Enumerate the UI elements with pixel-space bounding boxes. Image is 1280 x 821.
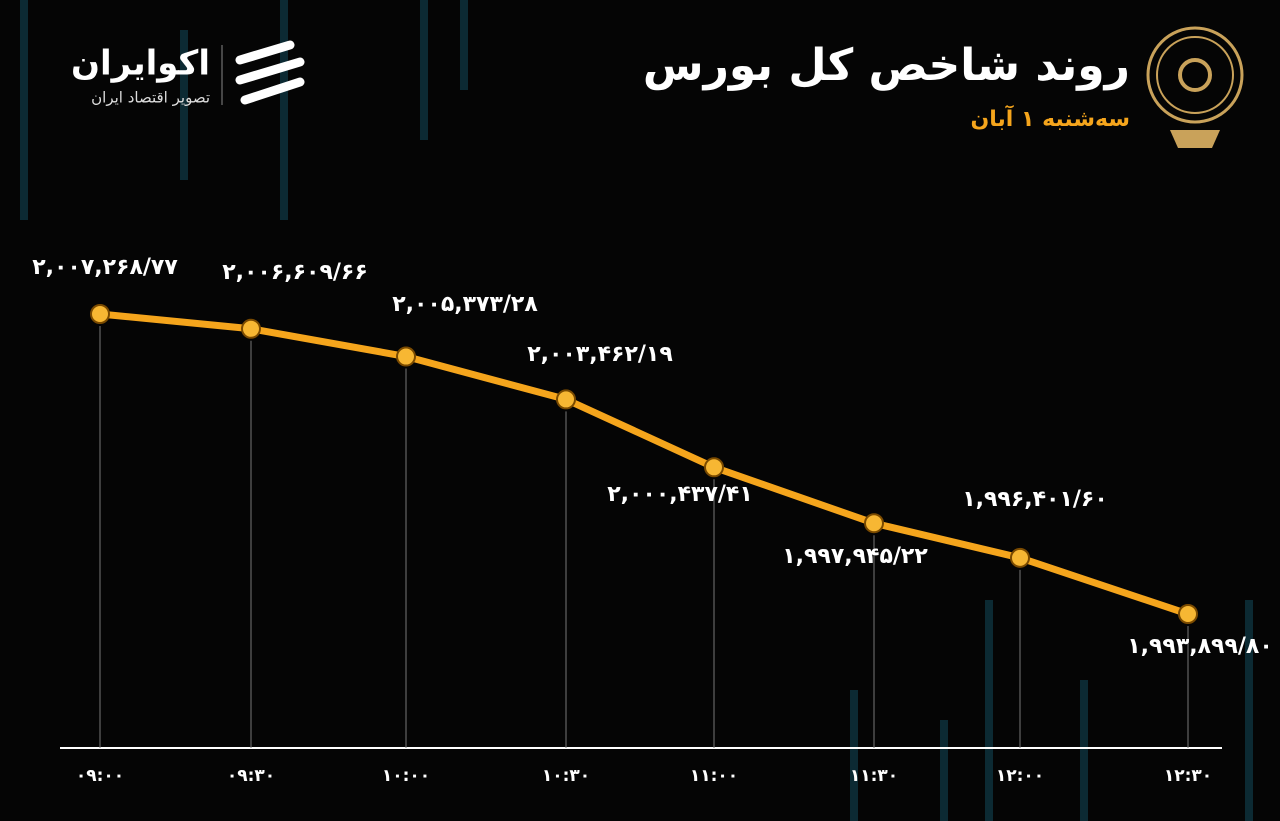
brand-name: اکوایران [71, 44, 210, 84]
data-label: ۲,۰۰۷,۲۶۸/۷۷ [32, 255, 178, 280]
point [556, 389, 576, 410]
logo-emblem [1146, 26, 1244, 148]
data-label: ۲,۰۰۳,۴۶۲/۱۹ [527, 342, 673, 367]
x-tick-label: ۱۱:۰۰ [690, 766, 738, 786]
data-label: ۲,۰۰۵,۳۷۳/۲۸ [392, 292, 538, 317]
point [1178, 604, 1198, 624]
x-tick-label: ۱۰:۳۰ [542, 766, 590, 786]
x-tick-label: ۰۹:۳۰ [227, 766, 275, 786]
point [1010, 547, 1030, 568]
point [864, 513, 884, 534]
decoration [20, 0, 1253, 821]
data-label: ۲,۰۰۰,۴۳۷/۴۱ [607, 482, 753, 507]
data-label: ۱,۹۹۶,۴۰۱/۶۰ [962, 487, 1108, 512]
point [704, 457, 724, 478]
chart-title: روند شاخص کل بورس [643, 40, 1130, 91]
x-tick-label: ۱۲:۰۰ [996, 766, 1044, 786]
point [241, 318, 261, 339]
data-label: ۱,۹۹۷,۹۴۵/۲۲ [782, 544, 928, 569]
point [90, 304, 110, 324]
data-label: ۱,۹۹۳,۸۹۹/۸۰ [1127, 634, 1273, 659]
x-tick-label: ۰۹:۰۰ [76, 766, 124, 786]
brand-logo [235, 40, 305, 105]
x-tick-label: ۱۰:۰۰ [382, 766, 430, 786]
x-tick-label: ۱۲:۳۰ [1164, 766, 1212, 786]
chart-subtitle: سه‌شنبه ۱ آبان [970, 104, 1130, 132]
data-label: ۲,۰۰۶,۶۰۹/۶۶ [222, 260, 368, 285]
x-tick-label: ۱۱:۳۰ [850, 766, 898, 786]
point [396, 346, 416, 367]
line [99, 310, 1190, 618]
brand-tagline: تصویر اقتصاد ایران [91, 89, 210, 107]
